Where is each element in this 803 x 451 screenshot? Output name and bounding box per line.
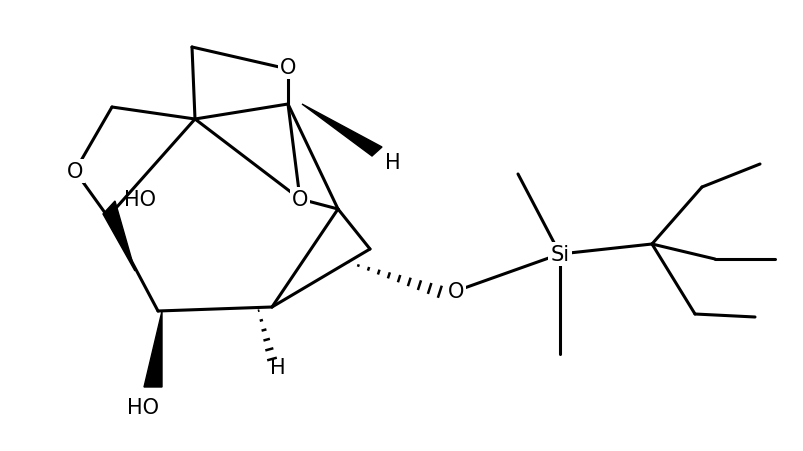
Text: O: O xyxy=(279,58,296,78)
Text: O: O xyxy=(447,281,463,301)
Text: O: O xyxy=(67,161,83,182)
Text: HO: HO xyxy=(124,189,156,210)
Text: H: H xyxy=(270,357,285,377)
Text: HO: HO xyxy=(127,397,159,417)
Text: H: H xyxy=(385,152,401,173)
Polygon shape xyxy=(302,105,381,156)
Polygon shape xyxy=(144,311,161,387)
Text: O: O xyxy=(291,189,308,210)
Text: Si: Si xyxy=(550,244,569,264)
Polygon shape xyxy=(103,202,135,272)
